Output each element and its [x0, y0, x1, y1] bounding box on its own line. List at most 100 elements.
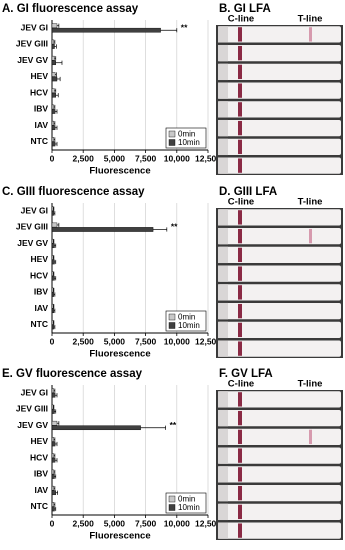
error-bar	[53, 324, 56, 330]
y-tick-label: JEV GI	[21, 205, 48, 215]
x-tick-label: 10,000	[164, 336, 190, 346]
bar	[51, 227, 154, 232]
x-tick-label: 7,500	[135, 153, 157, 163]
error-bar	[54, 44, 57, 49]
error-bar	[54, 243, 57, 248]
error-bar	[56, 76, 61, 82]
strip	[218, 522, 341, 539]
error-bar	[53, 308, 56, 313]
strip	[218, 503, 341, 521]
c-line	[238, 410, 242, 426]
y-tick-label: HCV	[30, 87, 48, 97]
error-bar	[55, 393, 58, 398]
panel-title: D. GIII LFA	[219, 186, 277, 198]
bar	[51, 303, 54, 309]
error-bar	[160, 28, 178, 33]
strip-shade	[218, 409, 228, 427]
strip-shade	[218, 321, 228, 339]
c-line	[238, 210, 242, 225]
bar	[51, 502, 55, 507]
x-tick-label: 12,500	[195, 153, 221, 163]
strip-shade	[218, 466, 228, 483]
annotation: **	[181, 22, 188, 32]
bar	[51, 409, 55, 414]
error-bar	[53, 104, 56, 110]
bar	[51, 457, 56, 463]
y-tick-label: IAV	[34, 485, 48, 495]
bar	[51, 44, 55, 49]
legend-label: 0min	[178, 130, 195, 139]
y-tick-label: JEV GI	[21, 387, 48, 397]
bar	[51, 420, 58, 426]
y-tick-label: JEV GV	[17, 55, 48, 65]
error-bar	[53, 287, 55, 293]
bar	[51, 388, 55, 394]
error-bar	[53, 39, 56, 45]
strip	[218, 391, 341, 408]
strip-shade	[218, 246, 228, 264]
error-bar	[55, 125, 58, 130]
bar	[51, 125, 56, 131]
strip-shade	[218, 44, 228, 62]
strip	[218, 63, 341, 81]
strip	[218, 119, 341, 137]
error-bar	[53, 121, 56, 126]
y-tick-label: JEV GV	[17, 238, 48, 248]
strip-shade	[218, 157, 228, 174]
x-tick-label: 10,000	[164, 518, 190, 528]
bar	[51, 292, 55, 297]
t-line-label: T-line	[298, 14, 323, 25]
t-line	[309, 27, 312, 42]
error-bar	[54, 276, 57, 281]
error-bar	[53, 255, 55, 260]
c-line-label: C-line	[228, 197, 254, 208]
legend-label: 10min	[178, 503, 200, 512]
error-bar	[54, 409, 57, 414]
error-bar	[55, 72, 57, 77]
strip	[218, 138, 341, 156]
strip	[218, 428, 341, 446]
strip-shade	[218, 101, 228, 118]
y-tick-label: NTC	[31, 319, 48, 329]
error-bar	[153, 227, 168, 232]
strip	[218, 409, 341, 427]
error-bar	[56, 23, 60, 28]
error-bar	[53, 271, 55, 276]
c-line	[238, 523, 242, 538]
bar	[51, 474, 55, 479]
bar	[51, 23, 58, 29]
strip-shade	[218, 119, 228, 137]
error-bar	[53, 239, 55, 244]
c-line	[238, 485, 242, 501]
bar	[51, 137, 55, 142]
error-bar	[53, 206, 55, 211]
legend-box	[165, 127, 207, 149]
error-bar	[53, 211, 56, 216]
bar	[51, 27, 161, 33]
x-tick-label: 2,500	[73, 153, 95, 163]
y-tick-label: HCV	[30, 452, 48, 462]
legend-swatch	[168, 322, 176, 329]
x-tick-label: 0	[50, 153, 55, 163]
c-line	[238, 247, 242, 263]
x-tick-label: 0	[50, 336, 55, 346]
x-tick-label: 12,500	[195, 518, 221, 528]
strip-shade	[218, 503, 228, 521]
x-tick-label: 7,500	[135, 518, 157, 528]
strip-shade	[218, 484, 228, 502]
legend-label: 0min	[178, 313, 195, 322]
chart-title: A. GI fluorescence assay	[2, 3, 139, 15]
bar	[51, 76, 58, 82]
bar	[51, 392, 56, 398]
c-line	[238, 83, 242, 98]
legend-swatch	[168, 313, 176, 321]
bar	[51, 490, 56, 496]
error-bar	[53, 320, 55, 325]
y-tick-label: JEV GIII	[16, 222, 48, 232]
c-line	[238, 102, 242, 117]
legend-swatch	[168, 504, 176, 511]
y-tick-label: IAV	[34, 303, 48, 313]
bar	[51, 210, 55, 216]
t-line-label: T-line	[298, 379, 323, 390]
